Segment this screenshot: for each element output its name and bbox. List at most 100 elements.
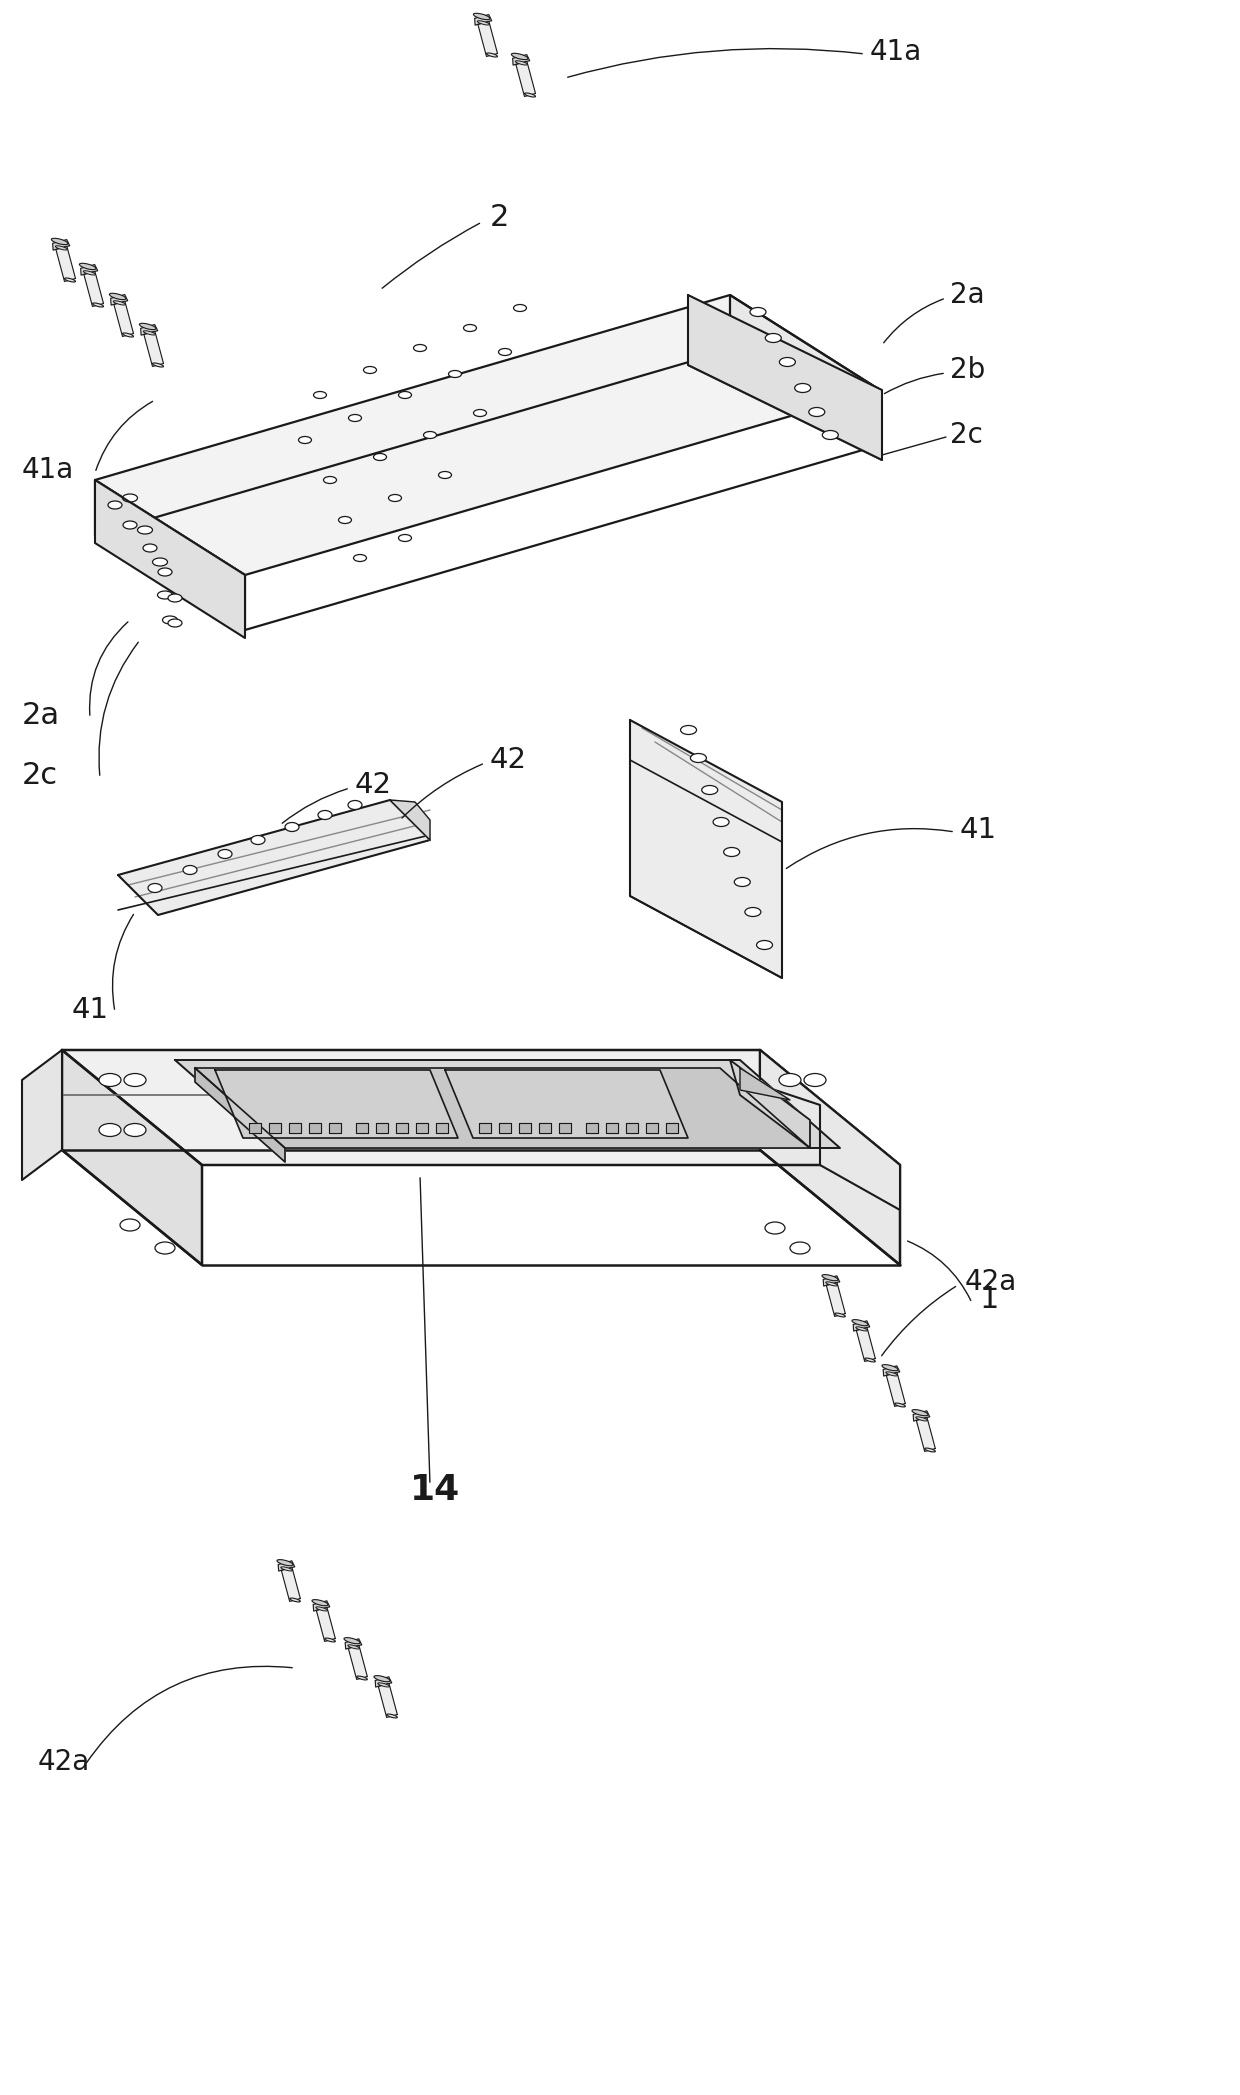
Ellipse shape bbox=[93, 304, 103, 308]
Ellipse shape bbox=[157, 591, 172, 599]
Ellipse shape bbox=[525, 92, 536, 96]
Polygon shape bbox=[688, 295, 882, 461]
Ellipse shape bbox=[398, 392, 412, 398]
Polygon shape bbox=[95, 480, 246, 631]
Ellipse shape bbox=[64, 279, 76, 283]
Ellipse shape bbox=[856, 1326, 868, 1330]
Ellipse shape bbox=[155, 1242, 175, 1255]
Polygon shape bbox=[314, 1601, 330, 1611]
Ellipse shape bbox=[353, 555, 367, 561]
Ellipse shape bbox=[348, 800, 362, 809]
Polygon shape bbox=[740, 1068, 790, 1100]
Polygon shape bbox=[913, 1410, 930, 1420]
Text: 2: 2 bbox=[490, 203, 510, 233]
Polygon shape bbox=[281, 1567, 300, 1601]
Polygon shape bbox=[22, 1050, 62, 1179]
Polygon shape bbox=[559, 1123, 570, 1133]
Ellipse shape bbox=[398, 534, 412, 541]
Text: 2a: 2a bbox=[950, 281, 985, 308]
Polygon shape bbox=[516, 61, 536, 96]
Text: 41a: 41a bbox=[870, 38, 923, 67]
Ellipse shape bbox=[486, 52, 497, 57]
Polygon shape bbox=[857, 1328, 875, 1362]
Polygon shape bbox=[215, 1071, 458, 1138]
Ellipse shape bbox=[143, 545, 157, 551]
Polygon shape bbox=[445, 1071, 688, 1138]
Polygon shape bbox=[630, 721, 782, 978]
Ellipse shape bbox=[702, 786, 718, 794]
Ellipse shape bbox=[144, 331, 155, 335]
Polygon shape bbox=[666, 1123, 678, 1133]
Ellipse shape bbox=[56, 245, 67, 249]
Ellipse shape bbox=[343, 1638, 360, 1645]
Polygon shape bbox=[760, 1050, 900, 1211]
Ellipse shape bbox=[139, 323, 156, 329]
Ellipse shape bbox=[413, 344, 427, 352]
Ellipse shape bbox=[299, 436, 311, 444]
Ellipse shape bbox=[388, 494, 402, 501]
Ellipse shape bbox=[750, 308, 766, 316]
Text: 2a: 2a bbox=[22, 700, 60, 729]
Polygon shape bbox=[626, 1123, 637, 1133]
Polygon shape bbox=[329, 1123, 341, 1133]
Ellipse shape bbox=[374, 1676, 391, 1682]
Ellipse shape bbox=[314, 392, 326, 398]
Polygon shape bbox=[195, 1068, 285, 1163]
Polygon shape bbox=[62, 1050, 900, 1165]
Polygon shape bbox=[378, 1684, 397, 1718]
Ellipse shape bbox=[885, 1372, 898, 1376]
Polygon shape bbox=[826, 1282, 846, 1316]
Polygon shape bbox=[289, 1123, 301, 1133]
Polygon shape bbox=[916, 1418, 935, 1452]
Polygon shape bbox=[316, 1607, 335, 1640]
Polygon shape bbox=[853, 1320, 869, 1330]
Polygon shape bbox=[62, 1050, 202, 1265]
Polygon shape bbox=[475, 15, 491, 25]
Ellipse shape bbox=[439, 471, 451, 478]
Polygon shape bbox=[249, 1123, 260, 1133]
Polygon shape bbox=[81, 264, 98, 274]
Ellipse shape bbox=[378, 1682, 389, 1686]
Ellipse shape bbox=[852, 1320, 868, 1326]
Ellipse shape bbox=[882, 1364, 898, 1370]
Text: 42: 42 bbox=[490, 746, 527, 773]
Ellipse shape bbox=[516, 61, 527, 65]
Polygon shape bbox=[56, 247, 76, 281]
Polygon shape bbox=[477, 21, 497, 57]
Ellipse shape bbox=[691, 754, 707, 763]
Polygon shape bbox=[52, 239, 69, 249]
Polygon shape bbox=[278, 1561, 295, 1571]
Ellipse shape bbox=[790, 1242, 810, 1255]
Ellipse shape bbox=[348, 415, 362, 421]
Ellipse shape bbox=[218, 848, 232, 859]
Ellipse shape bbox=[148, 884, 162, 892]
Ellipse shape bbox=[808, 409, 825, 417]
Polygon shape bbox=[823, 1276, 839, 1286]
Ellipse shape bbox=[280, 1567, 293, 1571]
Polygon shape bbox=[118, 800, 430, 916]
Ellipse shape bbox=[124, 1073, 146, 1087]
Polygon shape bbox=[110, 295, 128, 306]
Ellipse shape bbox=[157, 568, 172, 576]
Ellipse shape bbox=[822, 1274, 838, 1280]
Polygon shape bbox=[95, 480, 246, 639]
Polygon shape bbox=[309, 1123, 321, 1133]
Ellipse shape bbox=[162, 616, 177, 624]
Ellipse shape bbox=[123, 522, 136, 530]
Ellipse shape bbox=[449, 371, 461, 377]
Ellipse shape bbox=[108, 501, 122, 509]
Ellipse shape bbox=[124, 1123, 146, 1135]
Ellipse shape bbox=[464, 325, 476, 331]
Ellipse shape bbox=[826, 1282, 837, 1286]
Ellipse shape bbox=[424, 432, 436, 438]
Polygon shape bbox=[391, 800, 430, 840]
Polygon shape bbox=[269, 1123, 280, 1133]
Polygon shape bbox=[175, 1060, 839, 1148]
Ellipse shape bbox=[339, 517, 351, 524]
Ellipse shape bbox=[734, 878, 750, 886]
Ellipse shape bbox=[864, 1358, 875, 1362]
Ellipse shape bbox=[277, 1559, 293, 1565]
Ellipse shape bbox=[317, 811, 332, 819]
Ellipse shape bbox=[835, 1314, 846, 1318]
Ellipse shape bbox=[123, 333, 134, 337]
